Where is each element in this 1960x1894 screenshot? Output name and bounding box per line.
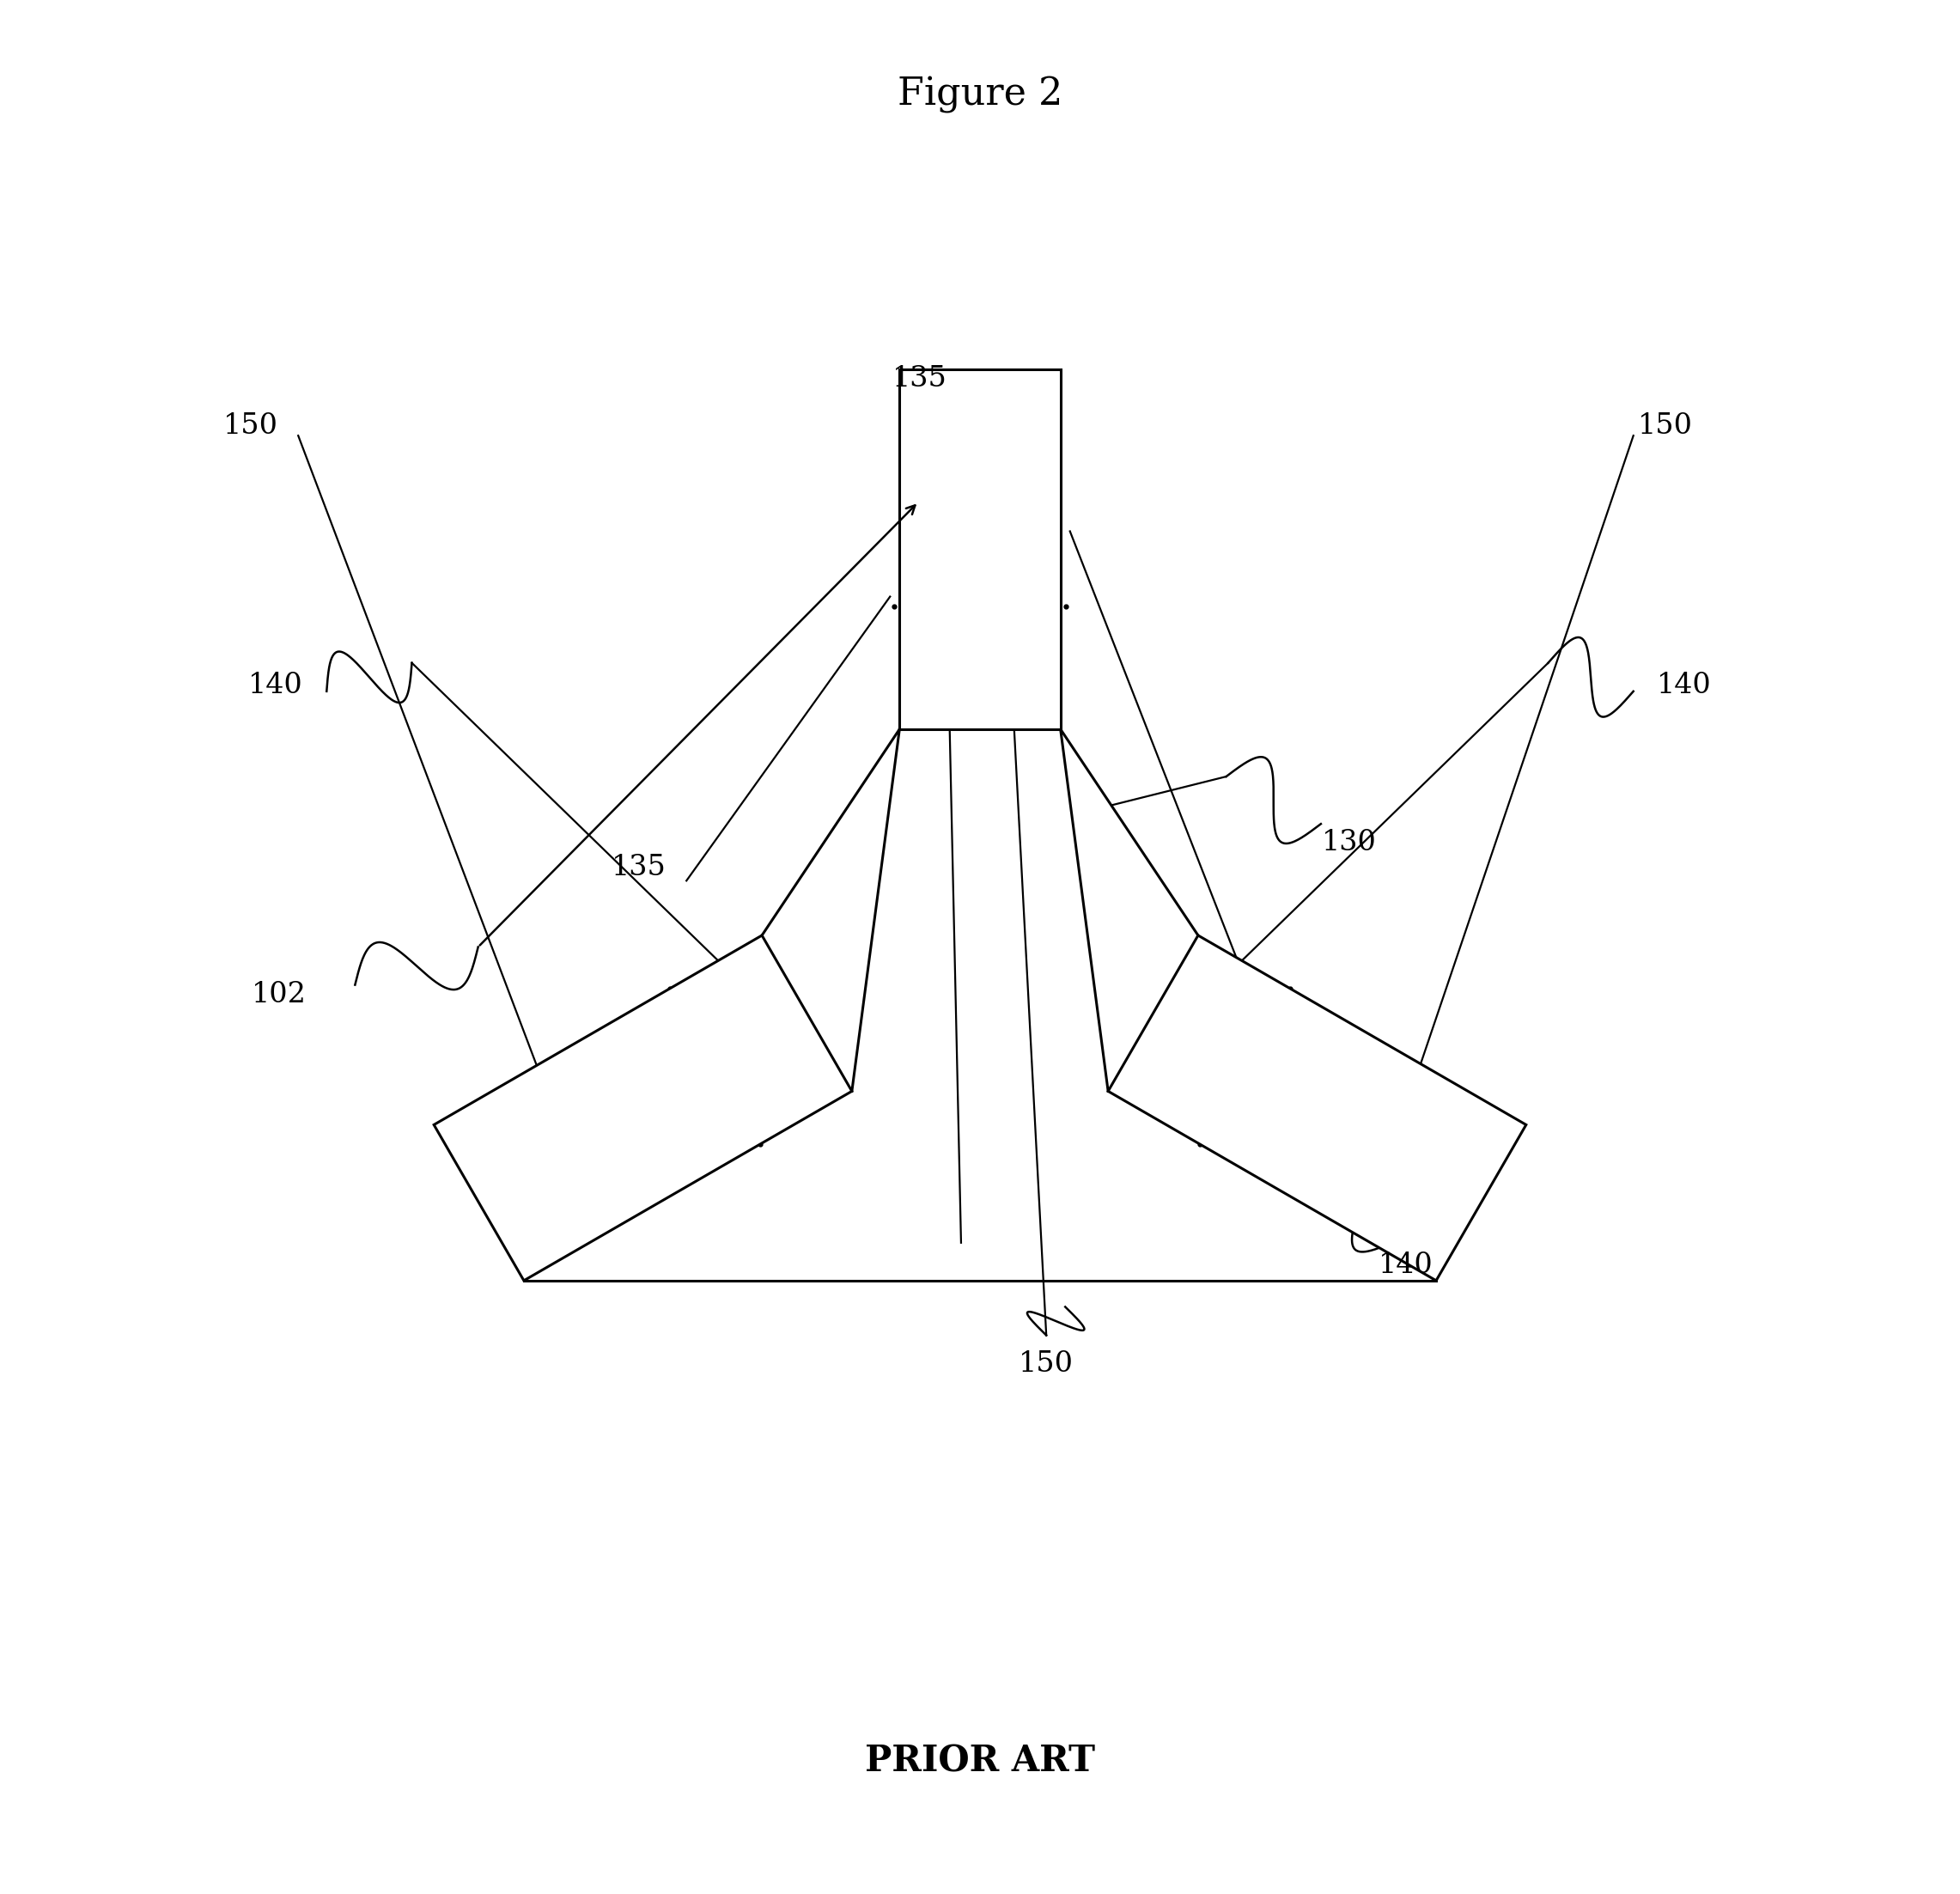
Text: 140: 140 [1656,672,1711,699]
Text: 135: 135 [892,366,947,392]
Text: 135: 135 [612,854,666,881]
Polygon shape [433,936,853,1280]
Text: 130: 130 [1321,830,1376,856]
Polygon shape [1107,936,1527,1280]
Text: 102: 102 [251,981,306,1008]
Bar [900,369,1060,729]
Text: 150: 150 [1019,1350,1074,1377]
Text: 140: 140 [1378,1252,1433,1278]
Text: 150: 150 [1639,413,1693,439]
Text: 140: 140 [249,672,304,699]
Text: 150: 150 [223,413,278,439]
Text: Figure 2: Figure 2 [898,76,1062,114]
Text: PRIOR ART: PRIOR ART [864,1742,1096,1780]
